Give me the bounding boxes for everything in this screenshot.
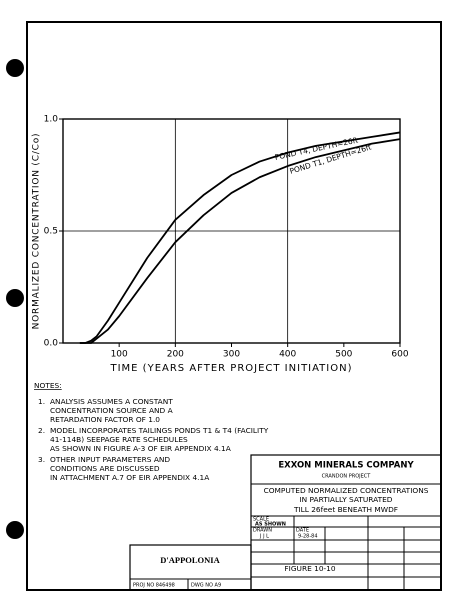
binder-hole xyxy=(6,289,24,307)
drawing-title: IN PARTIALLY SATURATED xyxy=(300,495,393,504)
drawing-number: DWG NO A9 xyxy=(191,583,221,589)
scale: AS SHOWN xyxy=(255,522,286,528)
note-line: AS SHOWN IN FIGURE A-3 OF EIR APPENDIX 4… xyxy=(50,444,231,453)
title-block xyxy=(129,454,442,591)
firm-name: D'APPOLONIA xyxy=(160,555,220,565)
binder-hole xyxy=(6,521,24,539)
project: CRANDON PROJECT xyxy=(322,474,372,480)
series-line xyxy=(79,131,401,344)
x-tick-label: 400 xyxy=(279,350,296,360)
title-block-text: EXXON MINERALS COMPANY CRANDON PROJECT C… xyxy=(133,461,429,589)
x-tick-label: 600 xyxy=(391,350,408,360)
firm-box xyxy=(129,544,252,591)
company: EXXON MINERALS COMPANY xyxy=(278,461,414,471)
x-tick-label: 300 xyxy=(223,350,240,360)
y-tick-label: 1.0 xyxy=(44,115,59,125)
note-line: IN ATTACHMENT A.7 OF EIR APPENDIX 4.1A xyxy=(50,473,209,482)
project-number: PROJ NO 846498 xyxy=(133,583,175,589)
title-block-border xyxy=(250,454,442,591)
field-label: SCALE xyxy=(253,517,269,523)
notes: NOTES: 1. ANALYSIS ASSUMES A CONSTANT CO… xyxy=(34,381,269,482)
field-label: DATE xyxy=(296,528,309,534)
note-number: 3. xyxy=(38,455,45,464)
x-tick-label: 200 xyxy=(167,350,184,360)
drawing-title: TILL 26feet BENEATH MWDF xyxy=(293,505,398,514)
note-line: MODEL INCORPORATES TAILINGS PONDS T1 & T… xyxy=(50,426,269,435)
series-line xyxy=(79,138,401,344)
binder-hole xyxy=(6,59,24,77)
note-line: RETARDATION FACTOR OF 1.0 xyxy=(50,415,160,424)
notes-heading: NOTES: xyxy=(34,381,62,390)
note-number: 1. xyxy=(38,397,45,406)
note-line: 41-114B) SEEPAGE RATE SCHEDULES xyxy=(50,435,188,444)
note-line: CONCENTRATION SOURCE AND A xyxy=(50,406,173,415)
x-axis-label: TIME (YEARS AFTER PROJECT INITIATION) xyxy=(110,363,353,374)
drawing-title: COMPUTED NORMALIZED CONCENTRATIONS xyxy=(264,486,429,495)
x-tick-label: 100 xyxy=(111,350,128,360)
note-line: ANALYSIS ASSUMES A CONSTANT xyxy=(50,397,173,406)
y-tick-label: 0.0 xyxy=(44,339,59,349)
field-label: DRAWN xyxy=(253,528,272,534)
figure-number: FIGURE 10-10 xyxy=(284,564,335,573)
note-line: OTHER INPUT PARAMETERS AND xyxy=(50,455,170,464)
x-tick-label: 500 xyxy=(335,350,352,360)
y-tick-label: 0.5 xyxy=(44,227,58,237)
note-number: 2. xyxy=(38,426,45,435)
drawn: J J L xyxy=(259,534,269,540)
y-axis-label: NORMALIZED CONCENTRATION (C/Co) xyxy=(32,133,42,330)
date: 9-28-84 xyxy=(298,534,318,540)
note-line: CONDITIONS ARE DISCUSSED xyxy=(50,464,160,473)
